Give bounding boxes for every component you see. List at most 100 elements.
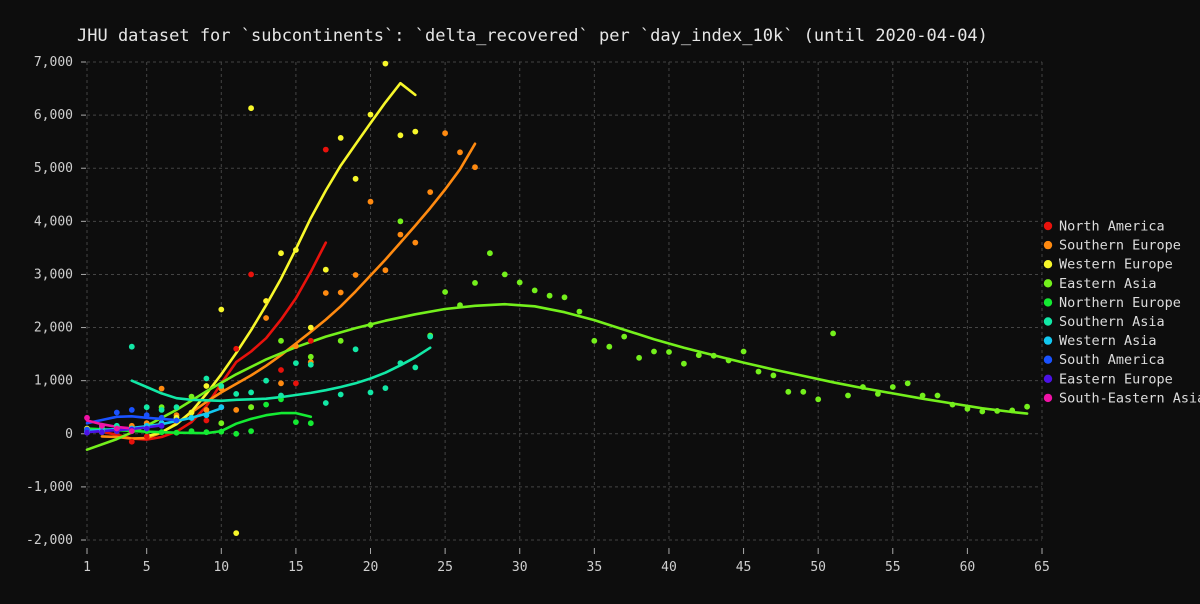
data-point	[293, 247, 299, 253]
data-point	[934, 392, 941, 399]
data-point	[263, 298, 269, 304]
data-point	[367, 389, 374, 396]
data-point	[845, 392, 851, 399]
data-point	[949, 401, 956, 408]
data-point	[904, 380, 911, 387]
data-point	[128, 407, 135, 413]
data-point	[755, 368, 762, 375]
x-tick-label: 45	[736, 560, 752, 575]
data-point	[322, 266, 329, 273]
data-point	[307, 353, 314, 360]
data-point	[203, 407, 210, 413]
data-point	[725, 357, 732, 364]
data-point	[173, 404, 180, 411]
data-point	[99, 429, 105, 436]
y-tick-label: 3,000	[34, 267, 73, 282]
data-point	[248, 428, 255, 434]
data-point	[113, 409, 120, 416]
data-point	[382, 60, 389, 67]
y-tick-label: -2,000	[26, 533, 73, 548]
legend-label: Eastern Europe	[1059, 371, 1173, 387]
data-point	[233, 345, 240, 352]
data-point	[218, 404, 225, 411]
data-point	[233, 407, 240, 413]
data-point	[710, 352, 717, 359]
data-point	[397, 231, 404, 238]
y-tick-label: 1,000	[34, 374, 73, 389]
legend-marker	[1043, 279, 1053, 288]
data-point	[337, 135, 344, 141]
data-point	[322, 290, 329, 296]
data-point	[128, 428, 135, 434]
data-point	[516, 279, 523, 286]
data-point	[740, 348, 747, 355]
data-point	[158, 407, 165, 413]
data-point	[1009, 407, 1016, 414]
data-point	[307, 361, 314, 368]
data-point	[84, 429, 90, 436]
x-tick-label: 5	[143, 560, 151, 575]
data-point	[636, 354, 642, 361]
data-point	[501, 271, 508, 278]
data-point	[367, 198, 374, 205]
data-point	[143, 433, 150, 440]
data-point	[651, 348, 657, 355]
data-point	[382, 267, 389, 274]
legend-marker	[1043, 317, 1053, 326]
data-point	[666, 349, 672, 355]
data-point	[293, 360, 299, 366]
data-point	[293, 419, 299, 425]
data-point	[248, 404, 255, 411]
data-point	[203, 383, 210, 389]
data-point	[412, 239, 419, 246]
data-point	[307, 324, 314, 331]
data-point	[307, 337, 314, 344]
trend-line	[100, 142, 477, 440]
data-point	[367, 111, 374, 118]
data-point	[248, 105, 255, 112]
data-point	[442, 289, 448, 295]
data-point	[412, 364, 419, 371]
data-point	[158, 429, 165, 436]
data-point	[337, 289, 344, 296]
data-point	[397, 132, 404, 139]
data-point	[278, 380, 284, 387]
data-point	[158, 385, 165, 392]
data-point	[233, 430, 240, 437]
data-point	[188, 414, 195, 421]
x-tick-label: 20	[363, 560, 379, 575]
data-point	[427, 189, 434, 196]
data-point	[248, 389, 255, 396]
y-tick-label: 4,000	[34, 214, 73, 229]
grid-lines	[86, 61, 1043, 541]
data-point	[382, 385, 389, 391]
data-point	[889, 384, 896, 390]
data-point	[233, 391, 240, 397]
data-point	[337, 391, 344, 398]
data-point	[307, 420, 314, 427]
data-point	[472, 164, 478, 171]
data-point	[218, 306, 225, 313]
legend-label: Southern Europe	[1059, 238, 1181, 254]
legend-marker	[1043, 393, 1053, 403]
legend-label: North America	[1059, 219, 1165, 235]
x-tick-label: 30	[512, 560, 528, 575]
data-point	[233, 530, 240, 536]
data-point	[128, 438, 135, 445]
x-tick-label: 1	[83, 560, 91, 575]
data-point	[457, 149, 463, 156]
data-point	[815, 396, 822, 403]
data-point	[188, 428, 195, 434]
x-tick-label: 15	[288, 560, 304, 575]
data-point	[397, 360, 404, 366]
data-point	[546, 292, 553, 299]
data-point	[218, 428, 225, 435]
data-point	[591, 337, 598, 344]
data-point	[830, 330, 836, 337]
data-point	[875, 391, 881, 397]
data-point	[203, 417, 210, 424]
data-point	[785, 388, 792, 395]
data-point	[606, 343, 613, 350]
data-point	[203, 375, 210, 382]
